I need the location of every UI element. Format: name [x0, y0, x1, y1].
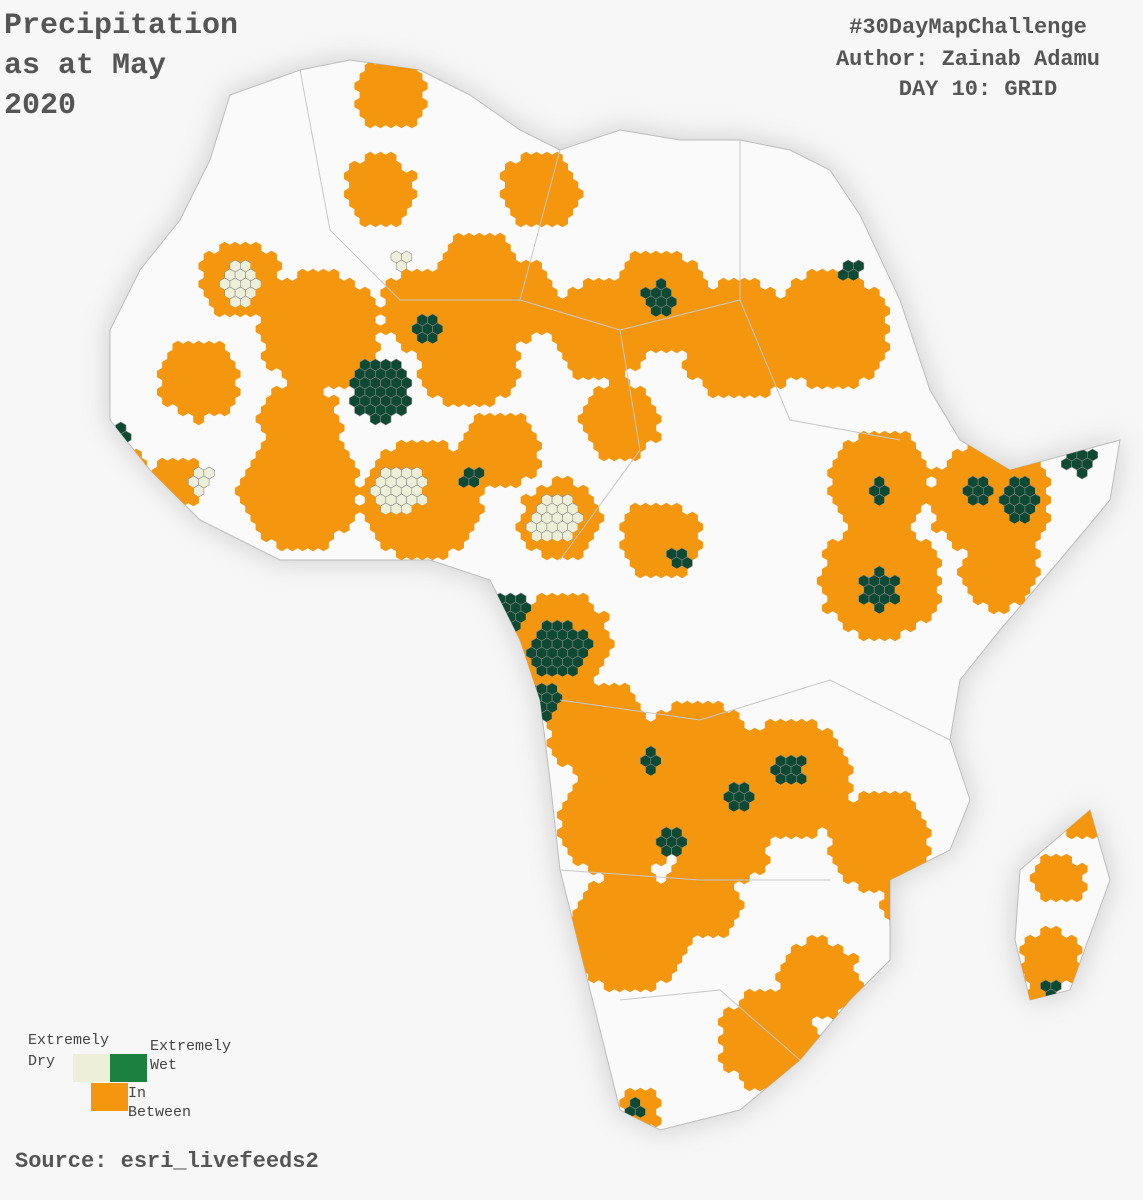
- hex-cell: [193, 412, 205, 426]
- hex-cell: [889, 628, 901, 642]
- hex-cell: [754, 862, 766, 876]
- hex-cell: [219, 403, 231, 417]
- country-borders: [299, 69, 951, 1061]
- hex-cell: [380, 412, 392, 426]
- hex-cell: [998, 601, 1010, 615]
- hex-cell: [645, 979, 657, 993]
- hex-cell: [759, 385, 771, 399]
- legend-swatch: [110, 1054, 147, 1082]
- title-line: as at May: [4, 49, 166, 83]
- hex-cell: [338, 520, 350, 534]
- hex-cell: [905, 619, 917, 633]
- hex-grid: [110, 61, 1104, 1128]
- hex-cell: [453, 538, 464, 552]
- hex-cell: [806, 826, 818, 840]
- hex-cell: [629, 358, 641, 372]
- hex-cell: [1061, 457, 1072, 471]
- hex-cell: [1071, 889, 1083, 903]
- hex-cell: [317, 538, 329, 552]
- legend-swatch: [73, 1054, 110, 1082]
- hashtag: #30DayMapChallenge: [849, 15, 1087, 40]
- hex-cell: [520, 331, 532, 345]
- legend-label: Extremely: [150, 1038, 231, 1055]
- hex-cell: [525, 466, 537, 480]
- legend-label: Dry: [28, 1053, 55, 1070]
- title-line: Precipitation: [4, 9, 238, 43]
- legend-label: Wet: [150, 1057, 177, 1074]
- hex-cell: [1014, 592, 1026, 606]
- hex-cell: [676, 565, 688, 579]
- hex-cell: [827, 1006, 839, 1020]
- hex-cell: [395, 403, 407, 417]
- author: Author: Zainab Adamu: [836, 47, 1100, 72]
- legend-label: In: [128, 1085, 146, 1102]
- hex-cell: [437, 547, 449, 561]
- hex-cell: [1076, 466, 1088, 480]
- hex-cell: [629, 448, 641, 462]
- hex-cell: [484, 394, 496, 408]
- hex-cell: [920, 610, 932, 624]
- hex-cell: [369, 412, 381, 426]
- day-label: DAY 10: GRID: [899, 77, 1057, 102]
- hex-cell: [660, 970, 672, 984]
- legend-label: Extremely: [28, 1032, 109, 1049]
- hex-cell: [406, 115, 418, 129]
- hex-cell: [510, 475, 522, 489]
- hex-cell: [390, 214, 402, 228]
- hex-cell: [847, 376, 859, 390]
- hex-cell: [738, 871, 750, 885]
- hex-cell: [499, 385, 511, 399]
- hex-cell: [655, 853, 667, 867]
- hex-cell: [572, 547, 584, 561]
- hex-cell: [650, 1114, 662, 1128]
- hex-cell: [863, 367, 875, 381]
- hex-cell: [557, 214, 568, 228]
- title-line: 2020: [4, 89, 76, 123]
- hex-cell: [718, 925, 729, 939]
- hex-cell: [354, 403, 366, 417]
- hex-cell: [775, 376, 787, 390]
- source: Source: esri_livefeeds2: [15, 1149, 319, 1174]
- hex-cell: [650, 430, 662, 444]
- legend-label: Between: [128, 1104, 191, 1121]
- hex-cell: [188, 493, 199, 507]
- legend-swatch: [91, 1083, 128, 1111]
- legend: Extremely Dry Extremely Wet In Between: [28, 1032, 231, 1121]
